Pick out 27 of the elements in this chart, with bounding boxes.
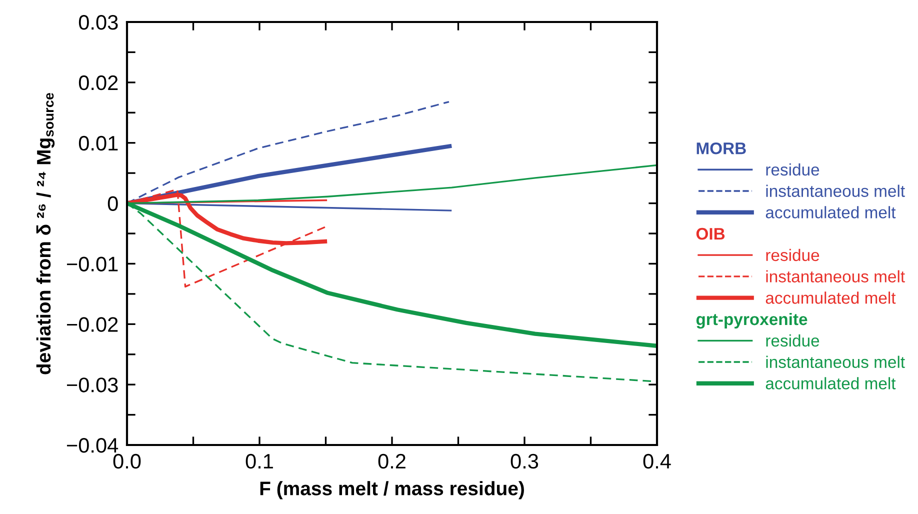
text: OIB — [696, 228, 725, 240]
x-tick-label: 0.4 — [643, 454, 671, 469]
y-axis-title: deviation from δ ²⁶ / ²⁴ Mg$_{source}$ — [36, 92, 55, 374]
legend-label: accumulated melt — [766, 206, 896, 218]
legend-label: residue — [766, 163, 820, 176]
y-tick-label: −0.03 — [66, 378, 118, 392]
y-tick-label: 0.01 — [78, 136, 118, 151]
y-tick-label: −0.02 — [66, 317, 118, 332]
y-tick-label: 0 — [108, 196, 118, 212]
legend-label: instantaneous melt — [766, 270, 905, 282]
x-tick-label: 0.3 — [510, 454, 538, 469]
legend-label: instantaneous melt — [766, 356, 905, 368]
legend-label: accumulated melt — [766, 377, 896, 390]
legend-label: residue — [766, 248, 820, 262]
legend-label: instantaneous melt — [766, 184, 905, 197]
x-axis-title: F (mass melt / mass residue) — [260, 481, 524, 500]
x-tick-label: 0.2 — [378, 454, 406, 469]
text: grt-pyroxenite — [696, 312, 808, 329]
text: MORB — [696, 142, 746, 154]
y-tick-label: −0.04 — [66, 438, 118, 453]
x-tick-label: 0.0 — [113, 454, 141, 469]
y-tick-label: −0.01 — [66, 256, 118, 272]
y-tick-label: 0.02 — [78, 75, 118, 90]
y-tick-label: 0.03 — [78, 15, 118, 30]
legend-label: accumulated melt — [766, 292, 896, 304]
x-tick-label: 0.1 — [246, 454, 273, 469]
legend-label: residue — [766, 334, 820, 347]
